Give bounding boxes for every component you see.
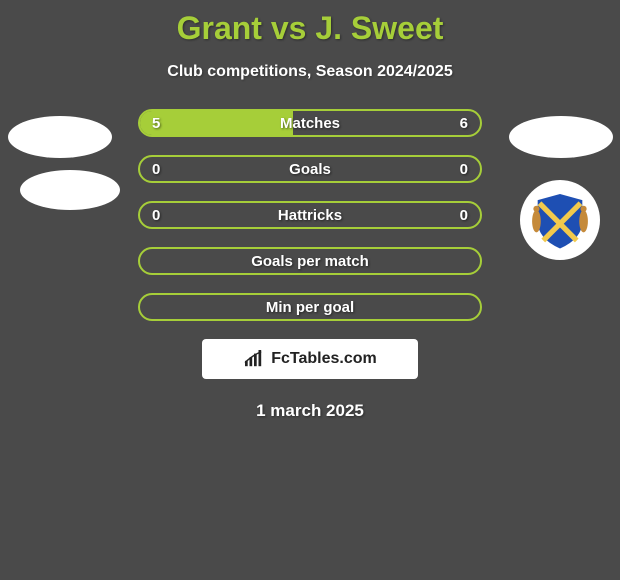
player-left-avatar-1 xyxy=(8,116,112,158)
stat-row-hattricks: 0 Hattricks 0 xyxy=(138,201,482,229)
stat-row-goals-per-match: Goals per match xyxy=(138,247,482,275)
date-text: 1 march 2025 xyxy=(0,401,620,421)
stat-row-matches: 5 Matches 6 xyxy=(138,109,482,137)
bar-chart-icon xyxy=(243,350,265,368)
stat-row-min-per-goal: Min per goal xyxy=(138,293,482,321)
club-crest xyxy=(520,180,600,260)
stat-value-right: 0 xyxy=(460,203,468,227)
page-title: Grant vs J. Sweet xyxy=(0,0,620,47)
stat-label: Goals per match xyxy=(140,249,480,273)
stat-value-right: 6 xyxy=(460,111,468,135)
brand-box[interactable]: FcTables.com xyxy=(202,339,418,379)
brand-text: FcTables.com xyxy=(271,350,377,368)
player-right-avatar-1 xyxy=(509,116,613,158)
stat-row-goals: 0 Goals 0 xyxy=(138,155,482,183)
stat-label: Hattricks xyxy=(140,203,480,227)
stat-value-right: 0 xyxy=(460,157,468,181)
stat-label: Matches xyxy=(140,111,480,135)
player-left-avatar-2 xyxy=(20,170,120,210)
stat-label: Min per goal xyxy=(140,295,480,319)
subtitle: Club competitions, Season 2024/2025 xyxy=(0,63,620,81)
stat-label: Goals xyxy=(140,157,480,181)
